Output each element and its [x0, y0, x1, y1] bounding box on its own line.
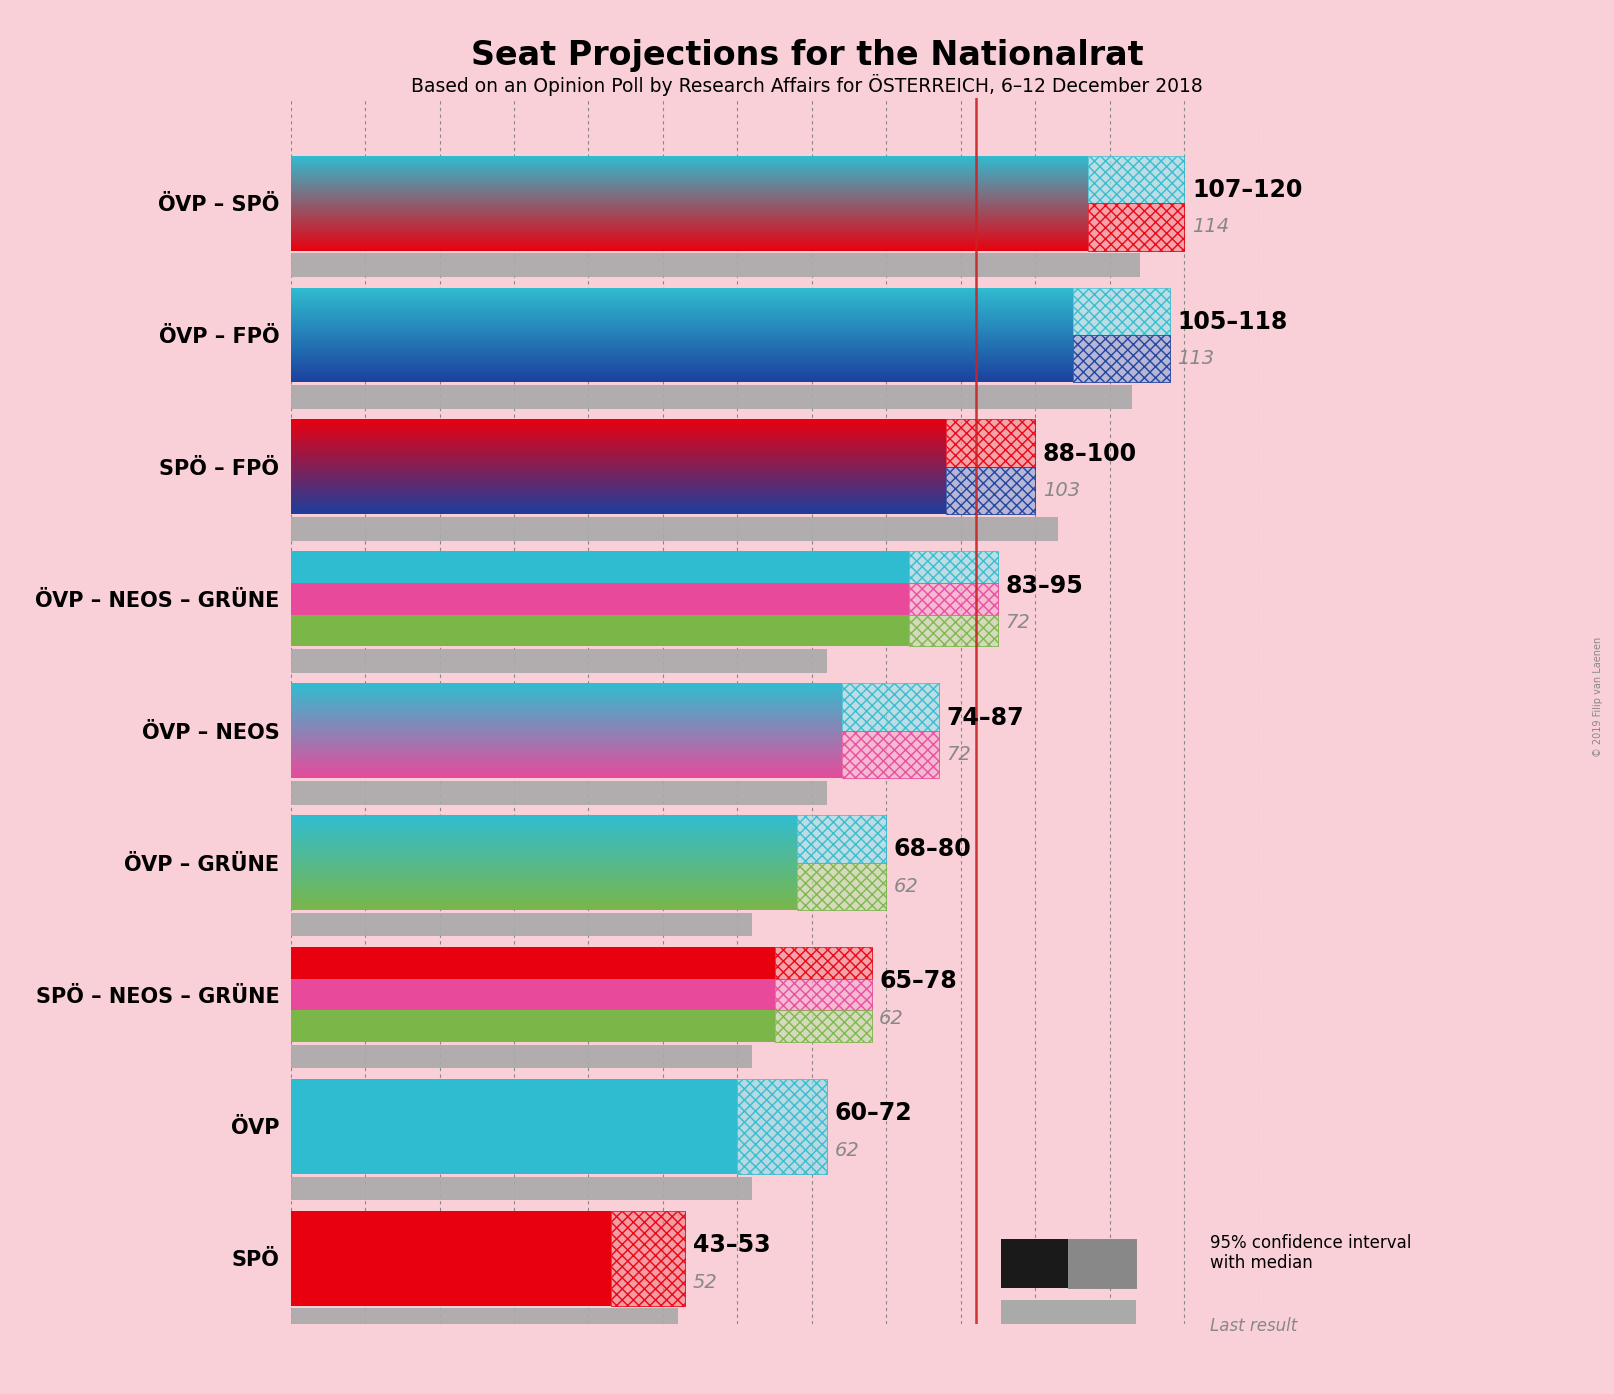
Bar [738, 1079, 826, 1174]
Text: Last result: Last result [1210, 1317, 1298, 1335]
Bar [946, 467, 1036, 514]
Bar [909, 552, 997, 583]
Text: 68–80: 68–80 [894, 838, 972, 861]
Bar [946, 420, 1036, 467]
Bar [291, 1211, 610, 1306]
Bar [610, 1211, 686, 1306]
Bar [1068, 1239, 1136, 1288]
Bar [291, 615, 909, 647]
Bar [1001, 1239, 1068, 1288]
Bar [610, 1211, 686, 1306]
Bar [1073, 287, 1170, 335]
Bar [775, 979, 872, 1011]
Text: Based on an Opinion Poll by Research Affairs for ÖSTERREICH, 6–12 December 2018: Based on an Opinion Poll by Research Aff… [412, 74, 1202, 96]
Bar [1073, 335, 1170, 382]
Bar [1088, 204, 1185, 251]
Bar [1088, 204, 1185, 251]
Text: 74–87: 74–87 [946, 705, 1023, 729]
Bar [909, 583, 997, 615]
Bar [1068, 1239, 1136, 1288]
Bar [291, 385, 1133, 408]
Bar [291, 1044, 752, 1068]
Bar [797, 863, 886, 910]
Bar [291, 1177, 752, 1200]
Text: 103: 103 [1043, 481, 1080, 500]
Bar [1088, 204, 1185, 251]
Bar [291, 552, 909, 583]
Bar [909, 583, 997, 615]
Bar [291, 517, 1057, 541]
Bar [291, 1011, 775, 1043]
Bar [946, 420, 1036, 467]
Text: 113: 113 [1177, 350, 1214, 368]
Bar [946, 467, 1036, 514]
Bar [775, 1011, 872, 1043]
Bar [909, 615, 997, 647]
Bar [909, 552, 997, 583]
Text: 65–78: 65–78 [880, 969, 957, 994]
Text: 62: 62 [894, 877, 918, 896]
Bar [291, 254, 1139, 277]
Bar [797, 863, 886, 910]
Text: © 2019 Filip van Laenen: © 2019 Filip van Laenen [1593, 637, 1603, 757]
Bar [1088, 156, 1185, 204]
Text: Seat Projections for the Nationalrat: Seat Projections for the Nationalrat [471, 39, 1143, 72]
Text: 95% confidence interval
with median: 95% confidence interval with median [1210, 1234, 1412, 1273]
Bar [291, 650, 826, 673]
Bar [291, 1309, 678, 1333]
Bar [291, 913, 752, 937]
Text: 72: 72 [1006, 613, 1030, 631]
Bar [1088, 156, 1185, 204]
Text: 107–120: 107–120 [1191, 178, 1302, 202]
Bar [843, 730, 939, 778]
Bar [843, 730, 939, 778]
Bar [1001, 1299, 1136, 1324]
Bar [946, 420, 1036, 467]
Text: 83–95: 83–95 [1006, 573, 1083, 598]
Bar [1088, 156, 1185, 204]
Bar [775, 1011, 872, 1043]
Text: 88–100: 88–100 [1043, 442, 1136, 466]
Bar [775, 979, 872, 1011]
Text: 62: 62 [880, 1009, 904, 1027]
Bar [291, 583, 909, 615]
Bar [909, 552, 997, 583]
Bar [775, 1011, 872, 1043]
Bar [909, 615, 997, 647]
Bar [738, 1079, 826, 1174]
Bar [843, 730, 939, 778]
Bar [291, 781, 826, 804]
Bar [610, 1211, 686, 1306]
Bar [909, 615, 997, 647]
Text: 62: 62 [834, 1140, 859, 1160]
Text: 60–72: 60–72 [834, 1101, 912, 1125]
Text: 43–53: 43–53 [692, 1234, 770, 1257]
Bar [797, 815, 886, 863]
Text: 114: 114 [1191, 217, 1228, 237]
Bar [1073, 335, 1170, 382]
Bar [909, 583, 997, 615]
Bar [291, 979, 775, 1011]
Bar [1073, 335, 1170, 382]
Bar [775, 947, 872, 979]
Bar [775, 947, 872, 979]
Bar [843, 683, 939, 730]
Text: 52: 52 [692, 1273, 718, 1292]
Bar [775, 979, 872, 1011]
Bar [843, 683, 939, 730]
Bar [946, 467, 1036, 514]
Bar [775, 947, 872, 979]
Bar [797, 815, 886, 863]
Bar [291, 947, 775, 979]
Bar [1073, 287, 1170, 335]
Text: 105–118: 105–118 [1177, 309, 1288, 333]
Bar [797, 815, 886, 863]
Bar [843, 683, 939, 730]
Bar [291, 1079, 738, 1174]
Text: 72: 72 [946, 744, 970, 764]
Bar [797, 863, 886, 910]
Bar [1073, 287, 1170, 335]
Bar [738, 1079, 826, 1174]
